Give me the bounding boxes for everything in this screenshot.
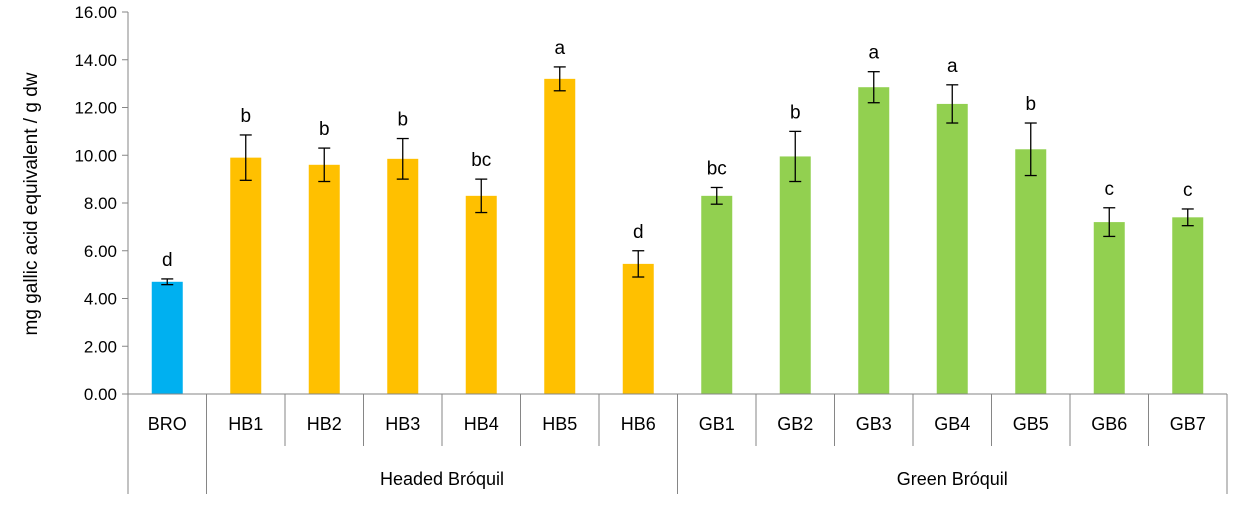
y-axis-title: mg gallic acid equivalent / g dw <box>21 72 42 335</box>
bar-gb2 <box>779 156 811 394</box>
x-axis: BRO HB1 HB2 HB3 HB4 HB5 HB6 GB1 GB2 GB3 GB4 GB5 GB6 G… <box>127 393 1228 494</box>
x-tick-label: GB4 <box>934 414 970 434</box>
significance-label: d <box>162 250 173 271</box>
x-tick-label: GB6 <box>1091 414 1127 434</box>
bar-hb5 <box>544 78 576 394</box>
bar-hb1 <box>230 157 262 394</box>
x-tick-label: HB4 <box>464 414 499 434</box>
bar-gb3 <box>858 87 890 395</box>
x-tick-label: HB3 <box>385 414 420 434</box>
bar-gb4 <box>936 103 968 394</box>
x-tick-label: BRO <box>148 414 187 434</box>
group-label: Headed Bróquil <box>380 469 504 489</box>
bar-hb3 <box>387 158 419 394</box>
y-tick-label: 16.00 <box>74 3 117 22</box>
bar-gb5 <box>1015 149 1047 394</box>
x-tick-label: HB1 <box>228 414 263 434</box>
significance-label: d <box>633 222 644 243</box>
bar-gb7 <box>1172 217 1204 394</box>
y-tick-label: 10.00 <box>74 146 117 165</box>
significance-label: a <box>554 38 565 59</box>
x-tick-label: GB2 <box>777 414 813 434</box>
y-tick-label: 14.00 <box>74 51 117 70</box>
group-label: Green Bróquil <box>897 469 1008 489</box>
x-tick-label: HB2 <box>307 414 342 434</box>
significance-label: bc <box>707 158 727 179</box>
x-tick-label: GB7 <box>1170 414 1206 434</box>
y-tick-label: 6.00 <box>84 242 117 261</box>
y-tick-label: 4.00 <box>84 290 117 309</box>
x-tick-label: HB6 <box>621 414 656 434</box>
significance-label: c <box>1183 180 1193 201</box>
x-tick-label: GB5 <box>1013 414 1049 434</box>
y-tick-label: 2.00 <box>84 337 117 356</box>
y-tick-label: 8.00 <box>84 194 117 213</box>
y-tick-label: 0.00 <box>84 385 117 404</box>
bar-hb4 <box>465 195 497 394</box>
x-tick-label: GB1 <box>699 414 735 434</box>
significance-label: c <box>1105 179 1115 200</box>
bar-hb2 <box>308 164 340 394</box>
bar-gb6 <box>1093 222 1125 394</box>
significance-label: b <box>1025 94 1036 115</box>
x-tick-label: GB3 <box>856 414 892 434</box>
significance-label: a <box>947 56 958 77</box>
y-axis: 0.00 2.00 4.00 6.00 8.00 10.00 12.00 14.00 16.00 <box>74 3 129 404</box>
bar-gb1 <box>701 195 733 394</box>
bar-hb6 <box>622 263 654 394</box>
significance-label: bc <box>471 150 491 171</box>
significance-label: a <box>868 43 879 64</box>
significance-label: b <box>790 102 801 123</box>
significance-label: b <box>319 119 330 140</box>
bar-bro <box>151 281 183 394</box>
significance-label: b <box>397 110 408 131</box>
y-tick-label: 12.00 <box>74 99 117 118</box>
significance-label: b <box>240 106 251 127</box>
x-tick-label: HB5 <box>542 414 577 434</box>
